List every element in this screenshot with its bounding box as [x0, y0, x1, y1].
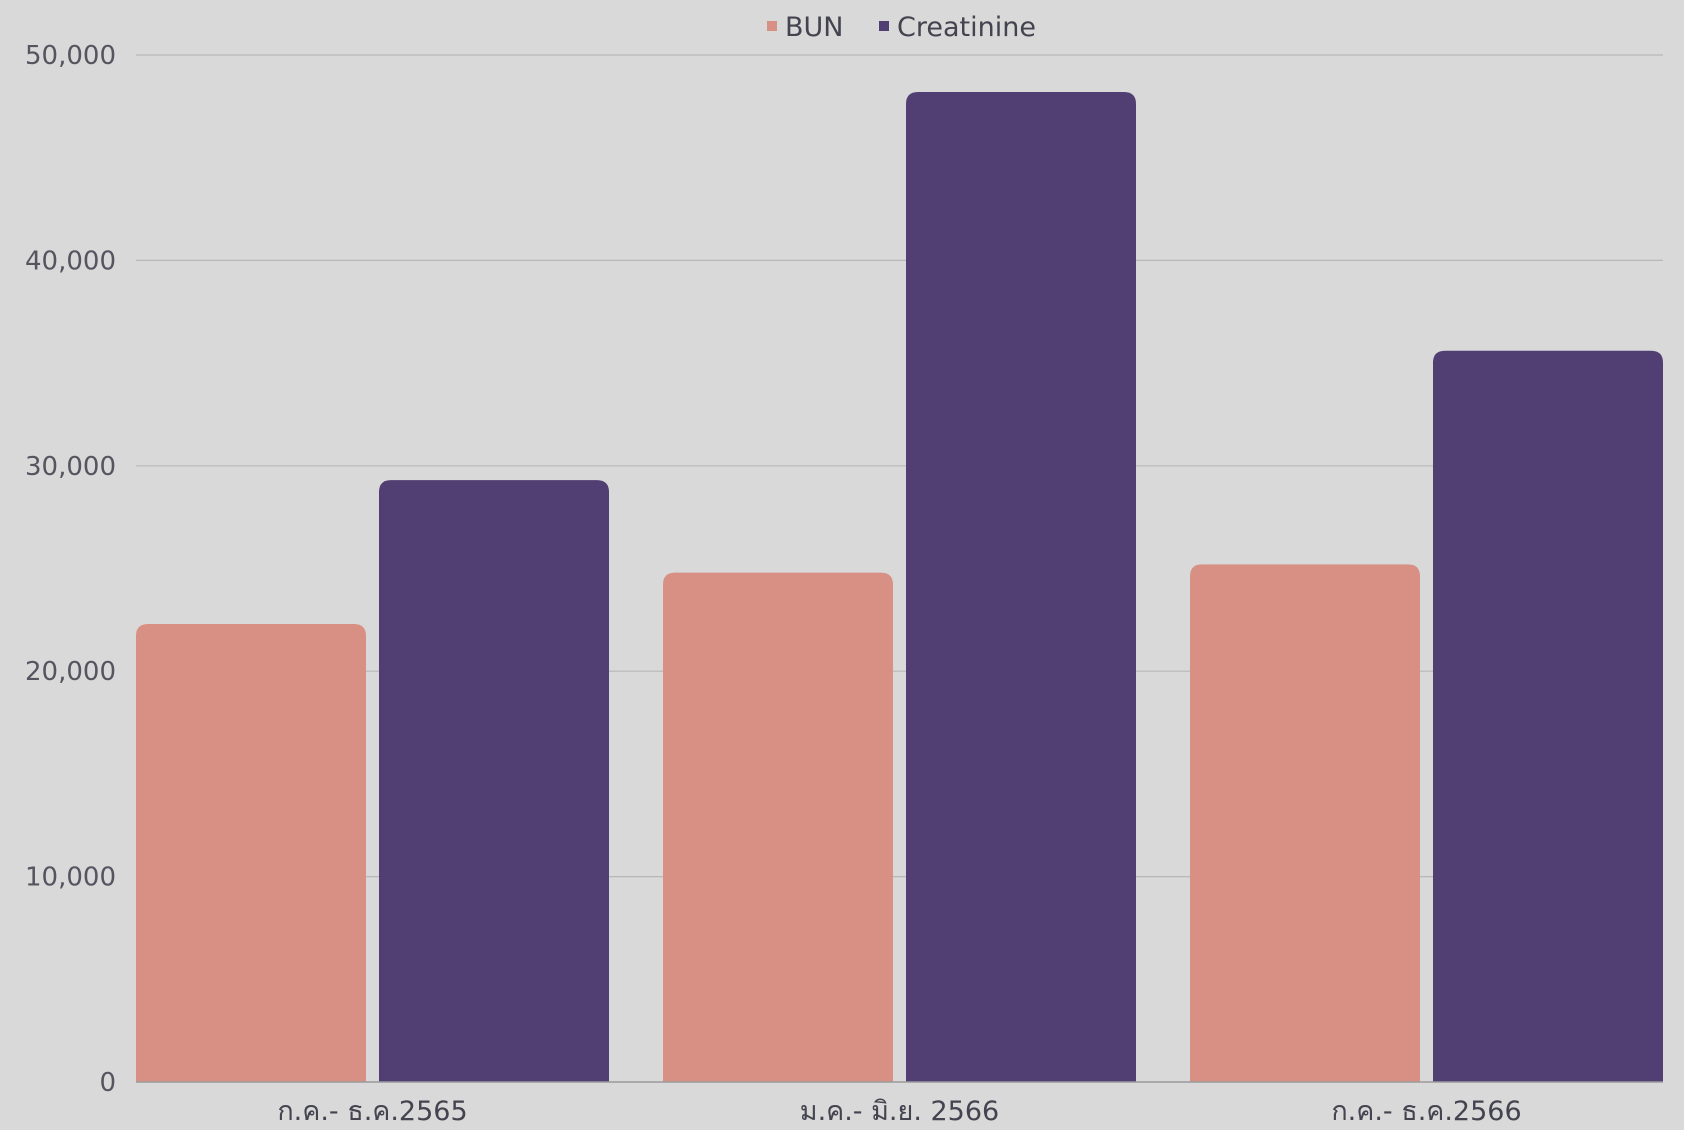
legend-swatch	[767, 21, 777, 31]
y-tick-label: 50,000	[25, 41, 116, 71]
y-axis-tick-labels: 0 10,000 20,000 30,000 40,000 50,000	[25, 41, 116, 1098]
legend[interactable]: BUN Creatinine	[767, 12, 1036, 43]
y-tick-label: 10,000	[25, 863, 116, 893]
x-category-label: ม.ค.- มิ.ย. 2566	[800, 1096, 999, 1127]
legend-label: BUN	[785, 12, 843, 43]
bars	[136, 91, 1663, 1083]
bar-creatinine-0	[379, 480, 609, 1083]
x-axis-category-labels: ก.ค.- ธ.ค.2565 ม.ค.- มิ.ย. 2566 ก.ค.- ธ.ค.…	[277, 1096, 1521, 1127]
legend-swatch	[879, 21, 889, 31]
x-category-label: ก.ค.- ธ.ค.2566	[1331, 1096, 1521, 1127]
y-tick-label: 40,000	[25, 246, 116, 276]
y-tick-label: 30,000	[25, 452, 116, 482]
bar-bun-2	[1190, 564, 1420, 1082]
legend-item-creatinine[interactable]: Creatinine	[879, 12, 1036, 43]
bar-bun-1	[663, 572, 893, 1082]
y-tick-label: 0	[99, 1068, 116, 1098]
bar-creatinine-2	[1433, 350, 1663, 1082]
x-category-label: ก.ค.- ธ.ค.2565	[277, 1096, 467, 1127]
legend-item-bun[interactable]: BUN	[767, 12, 843, 43]
bar-bun-0	[136, 623, 366, 1082]
y-tick-label: 20,000	[25, 657, 116, 687]
legend-label: Creatinine	[897, 12, 1036, 43]
bar-creatinine-1	[906, 91, 1136, 1083]
